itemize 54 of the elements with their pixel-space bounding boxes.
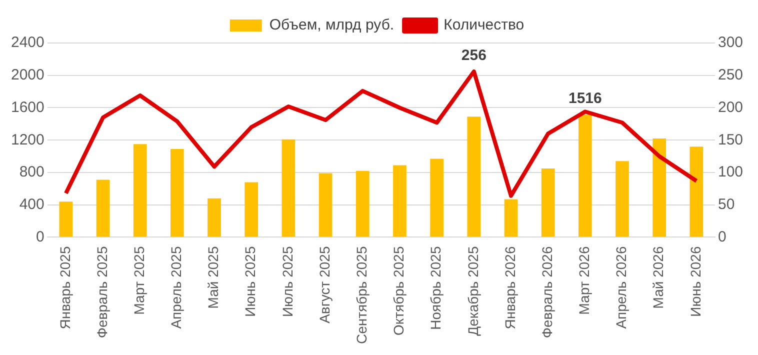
y2-tick-label: 100 bbox=[718, 164, 744, 181]
bar bbox=[430, 158, 444, 237]
bar bbox=[393, 165, 406, 237]
x-tick-label: Сентябрь 2025 bbox=[353, 246, 370, 344]
y-tick-label: 1600 bbox=[10, 98, 44, 116]
y2-tick-label: 200 bbox=[718, 98, 744, 116]
bar bbox=[652, 138, 666, 237]
x-tick-label: Июнь 2026 bbox=[687, 246, 704, 317]
x-tick-label: Май 2025 bbox=[205, 246, 222, 309]
x-tick-label: Июнь 2025 bbox=[242, 246, 258, 317]
bar bbox=[208, 198, 221, 237]
bar bbox=[356, 170, 370, 237]
y2-tick-label: 300 bbox=[718, 34, 744, 52]
bar bbox=[578, 114, 592, 237]
bar bbox=[318, 173, 332, 237]
legend-label: Объем, млрд руб. bbox=[269, 16, 394, 34]
y-tick-label: 1200 bbox=[10, 131, 44, 148]
bar bbox=[467, 116, 481, 237]
y-tick-label: 400 bbox=[19, 196, 44, 214]
x-tick-label: Декабрь 2025 bbox=[464, 246, 481, 336]
data-label: 1516 bbox=[568, 90, 602, 108]
x-tick-label: Январь 2025 bbox=[56, 246, 73, 330]
bar bbox=[244, 182, 258, 237]
bar bbox=[96, 180, 110, 237]
x-tick-label: Октябрь 2025 bbox=[390, 246, 407, 336]
y2-tick-label: 250 bbox=[718, 66, 744, 84]
bar bbox=[282, 139, 296, 237]
y-tick-label: 2400 bbox=[10, 34, 44, 52]
bar bbox=[504, 199, 518, 237]
x-tick-label: Март 2026 bbox=[576, 246, 592, 315]
bar bbox=[133, 144, 147, 237]
data-label: 256 bbox=[461, 47, 486, 64]
x-tick-label: Март 2025 bbox=[130, 246, 147, 315]
bar bbox=[616, 161, 629, 237]
y-tick-label: 800 bbox=[19, 164, 44, 181]
x-tick-label: Ноябрь 2025 bbox=[428, 246, 444, 330]
y-tick-label: 0 bbox=[36, 228, 44, 246]
x-tick-label: Февраль 2025 bbox=[94, 246, 110, 338]
y2-tick-label: 50 bbox=[718, 196, 735, 214]
y2-tick-label: 0 bbox=[718, 228, 726, 246]
bar bbox=[690, 146, 704, 237]
x-tick-label: Январь 2026 bbox=[502, 246, 518, 330]
bar bbox=[59, 202, 73, 237]
x-tick-label: Февраль 2026 bbox=[538, 246, 555, 338]
x-tick-label: Апрель 2026 bbox=[613, 246, 630, 329]
x-tick-label: Апрель 2025 bbox=[168, 246, 184, 329]
y2-tick-label: 150 bbox=[718, 131, 744, 148]
x-tick-label: Май 2026 bbox=[650, 246, 666, 309]
bar bbox=[170, 149, 184, 237]
y-tick-label: 2000 bbox=[10, 66, 44, 84]
legend-label: Количество bbox=[444, 16, 524, 34]
bar bbox=[541, 168, 555, 237]
x-tick-label: Июль 2025 bbox=[279, 246, 296, 318]
x-tick-label: Август 2025 bbox=[316, 246, 332, 324]
